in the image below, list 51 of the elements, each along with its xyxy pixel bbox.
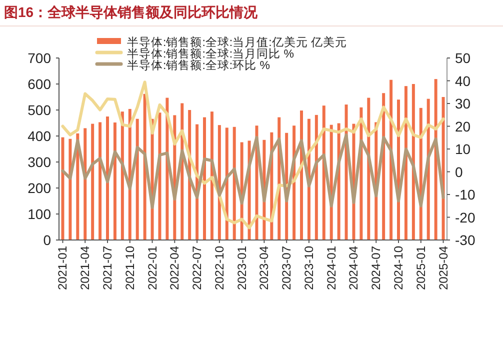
bar — [84, 128, 87, 240]
x-tick-label: 2024-01 — [324, 246, 338, 290]
x-tick-label: 2024-07 — [369, 246, 384, 290]
x-tick-label: 2021-01 — [56, 246, 70, 290]
bar — [91, 124, 94, 240]
bar — [314, 114, 318, 240]
bar — [61, 137, 64, 240]
legend-label: 半导体:销售额:全球:当月同比 % — [127, 46, 294, 60]
x-tick-label: 2022-04 — [168, 246, 182, 290]
x-tick-label: 2021-10 — [122, 246, 137, 290]
y2-tick-label: -30 — [455, 232, 476, 248]
line-series — [61, 80, 445, 230]
bar — [442, 97, 445, 240]
bar — [68, 138, 72, 240]
x-tick-label: 2023-04 — [257, 246, 272, 290]
y2-tick-label: 30 — [455, 96, 471, 112]
x-tick-label: 2022-07 — [190, 246, 204, 290]
x-tick-label: 2023-10 — [302, 246, 316, 290]
x-tick-label: 2021-07 — [100, 246, 114, 290]
x-tick-label: 2023-07 — [280, 246, 294, 290]
y-tick-label: 700 — [28, 50, 52, 66]
y2-tick-label: 50 — [455, 50, 471, 66]
y2-tick-label: 0 — [455, 164, 463, 180]
bar — [98, 122, 102, 240]
y2-tick-label: 10 — [455, 141, 471, 157]
y-tick-label: 0 — [43, 232, 52, 248]
y-tick-label: 600 — [28, 76, 52, 92]
legend-label: 半导体:销售额:全球:环比 % — [127, 58, 270, 72]
y-tick-label: 200 — [28, 180, 52, 196]
x-tick-label: 2022-10 — [212, 246, 226, 290]
y-tick-label: 500 — [28, 102, 52, 118]
x-tick-label: 2024-10 — [392, 246, 406, 290]
legend-label: 半导体:销售额:全球:当月值:亿美元 亿美元 — [127, 35, 347, 49]
y2-tick-label: 20 — [455, 118, 471, 134]
y2-tick-label: -10 — [455, 186, 476, 202]
y-tick-label: 400 — [28, 128, 52, 144]
x-tick-label: 2025-01 — [414, 246, 428, 290]
y2-tick-label: -20 — [455, 209, 476, 226]
bar — [106, 116, 109, 240]
x-tick-label: 2023-01 — [234, 246, 249, 290]
bar — [136, 118, 139, 240]
line-series — [61, 133, 445, 209]
x-tick-label: 2025-04 — [436, 246, 450, 290]
x-tick-label: 2022-01 — [145, 246, 160, 290]
y-tick-label: 300 — [28, 154, 52, 170]
chart-title: 图16：全球半导体销售额及同比环比情况 — [4, 4, 259, 20]
y-tick-label: 100 — [28, 206, 52, 222]
bar — [113, 122, 116, 240]
y2-tick-label: 40 — [455, 72, 471, 89]
x-tick-label: 2021-04 — [78, 246, 92, 290]
x-tick-label: 2024-04 — [346, 246, 361, 290]
